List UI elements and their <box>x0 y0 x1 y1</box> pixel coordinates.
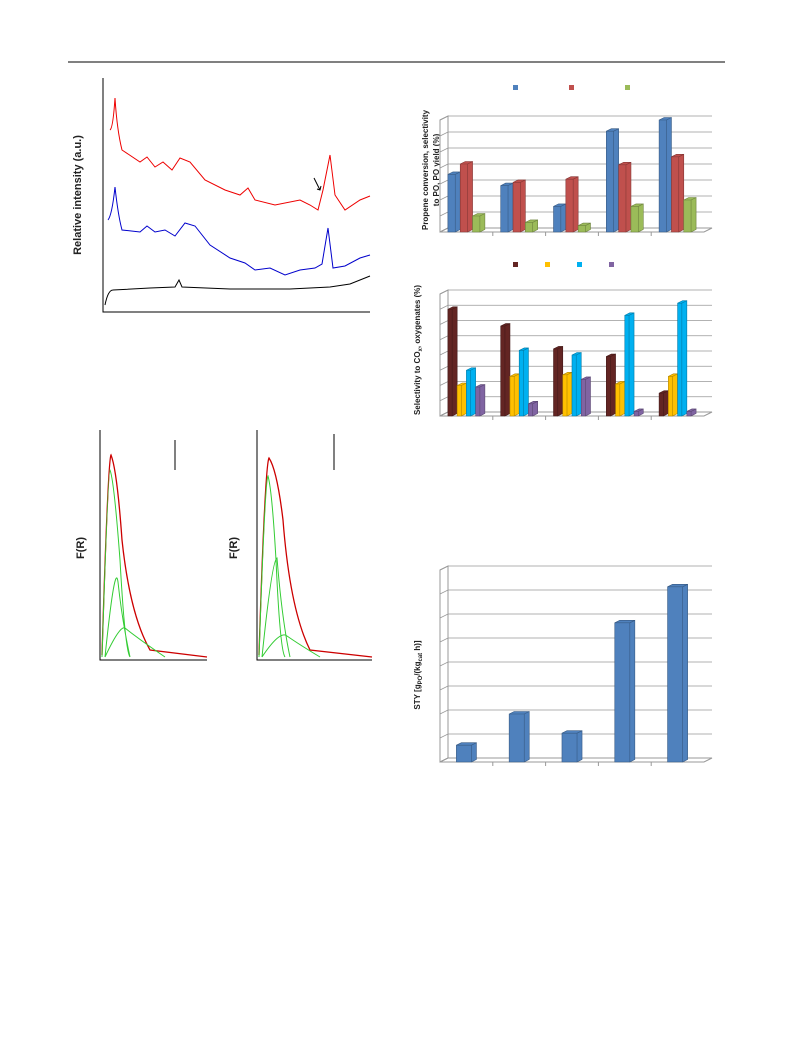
y-axis-label: STY [gPO/(kgcat h)] <box>413 640 424 710</box>
bar <box>447 171 461 233</box>
bar <box>614 619 636 763</box>
bar <box>553 345 564 417</box>
bar <box>456 382 467 417</box>
bar <box>668 373 678 417</box>
fit-curve <box>101 453 208 658</box>
label-part: , oxygenates (%) <box>413 285 422 348</box>
bar <box>577 222 591 233</box>
y-axis-label: Selectivity to COx, oxygenates (%) <box>413 285 424 415</box>
wall <box>439 115 449 233</box>
bar <box>508 711 530 763</box>
bar <box>683 197 697 233</box>
bar <box>466 367 476 417</box>
bar <box>500 182 514 233</box>
bar <box>615 380 626 417</box>
label-sub: cat <box>418 653 424 662</box>
bar <box>571 352 582 417</box>
legend-swatch <box>513 85 518 90</box>
legend-swatch <box>577 262 582 267</box>
bar <box>565 176 579 233</box>
axes <box>256 430 372 661</box>
bar <box>667 583 688 763</box>
fr-panels <box>99 430 373 661</box>
bar <box>500 323 511 417</box>
component-curves <box>101 469 166 658</box>
label-part: Selectivity to CO <box>413 351 422 415</box>
legend-swatch <box>625 85 630 90</box>
bar <box>671 153 685 233</box>
bar <box>456 742 477 763</box>
arrow <box>313 177 322 191</box>
axes <box>99 430 207 661</box>
y-axis-label: F(R) <box>75 537 87 559</box>
bar <box>447 306 458 417</box>
bar <box>459 161 473 233</box>
bar <box>528 400 538 417</box>
spectra-panel <box>102 78 371 313</box>
axes <box>102 78 370 313</box>
label-sub: PO <box>418 675 424 684</box>
bar <box>658 390 669 417</box>
bar <box>677 300 688 417</box>
grid-line <box>439 304 712 310</box>
bar <box>606 353 616 417</box>
bar <box>658 117 672 233</box>
bar <box>630 203 644 233</box>
grid-line <box>439 613 712 619</box>
component-curves <box>258 474 321 658</box>
bar <box>509 373 520 417</box>
grid-line <box>439 589 712 595</box>
bar <box>562 371 573 417</box>
y-axis-label: to PO, PO yield (%) <box>432 133 441 206</box>
label-sub: x <box>418 347 424 351</box>
bar <box>475 384 486 417</box>
legend-swatch <box>513 262 518 267</box>
grid-line <box>439 131 712 137</box>
bar <box>553 203 567 233</box>
legend-swatch <box>545 262 550 267</box>
bar <box>561 730 583 763</box>
spectrum-red <box>109 97 371 211</box>
spectrum-black <box>104 275 371 306</box>
bar <box>472 213 486 233</box>
bar <box>618 161 632 233</box>
label-part: h)] <box>413 640 422 653</box>
bar <box>525 219 538 233</box>
grid-line <box>439 320 712 325</box>
spectrum-blue <box>107 186 371 276</box>
grid-line <box>439 565 712 571</box>
bar <box>512 179 526 233</box>
label-part: STY [g <box>413 684 422 709</box>
legend-swatch <box>569 85 574 90</box>
label-part: /(kg <box>413 661 422 675</box>
bar <box>633 408 644 417</box>
grid-line <box>439 289 712 295</box>
bar <box>624 312 635 417</box>
bar <box>580 376 591 417</box>
grid-line <box>439 147 712 153</box>
y-axis-label: Relative intensity (a.u.) <box>72 135 84 255</box>
grid-line <box>439 335 712 341</box>
bar <box>686 408 697 417</box>
bar <box>606 128 619 233</box>
y-axis-label: F(R) <box>228 537 240 559</box>
bar <box>518 347 529 417</box>
legend-swatch <box>609 262 614 267</box>
grid-line <box>439 115 712 121</box>
y-axis-label: Propene conversion, selectivity <box>421 109 430 230</box>
